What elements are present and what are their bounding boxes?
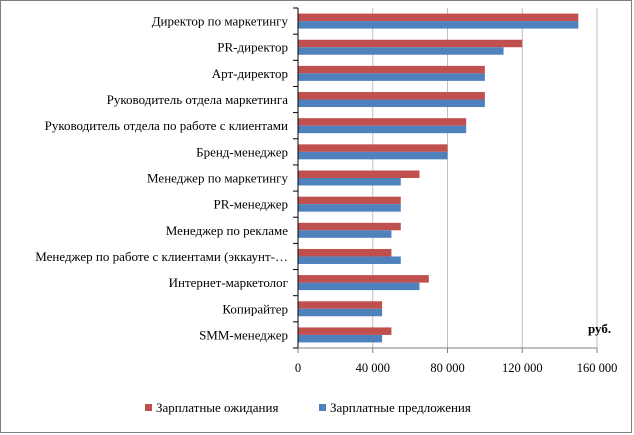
bar-offer [298, 99, 485, 108]
bar-offer [298, 47, 504, 55]
category-label: Копирайтер [222, 301, 288, 316]
x-tick-label: 160 000 [577, 361, 618, 375]
bar-offer [298, 308, 383, 317]
legend-swatch [319, 404, 326, 411]
category-label: PR-менеджер [214, 197, 288, 212]
bar-offer [298, 256, 401, 264]
bar-offer [298, 125, 467, 134]
category-label: Менеджер по работе с клиентами (эккаунт-… [35, 249, 288, 264]
bar-offer [298, 178, 401, 186]
category-label: Интернет-маркетолог [169, 275, 288, 290]
x-tick-label: 40 000 [356, 361, 390, 375]
category-label: Руководитель отдела по работе с клиентам… [45, 118, 288, 133]
legend: Зарплатные ожидания Зарплатные предложени… [145, 400, 471, 415]
bar-offer [298, 334, 383, 343]
bar-expectation [298, 248, 392, 257]
category-label: Директор по маркетингу [152, 14, 289, 29]
bar-offer [298, 282, 420, 291]
category-label: Руководитель отдела маркетинга [107, 92, 289, 107]
bar-offer [298, 204, 401, 212]
axes [293, 7, 597, 349]
gridlines [297, 8, 598, 353]
x-tick-label: 0 [295, 361, 301, 375]
category-label: PR-директор [217, 40, 288, 55]
bar-expectation [298, 39, 523, 48]
bar-expectation [298, 65, 485, 74]
bar-expectation [298, 275, 429, 283]
legend-label: Зарплатные ожидания [156, 400, 278, 415]
legend-label: Зарплатные предложения [330, 400, 471, 415]
bar-offer [298, 21, 579, 29]
bar-expectation [298, 144, 448, 152]
legend-swatch [145, 404, 152, 411]
category-labels: Директор по маркетингу PR-директор Арт-дир… [35, 14, 288, 343]
bar-offer [298, 230, 392, 238]
bars [298, 13, 579, 343]
category-label: Арт-директор [212, 66, 288, 81]
category-label: Менеджер по рекламе [166, 223, 288, 238]
bar-offer [298, 73, 485, 81]
bar-expectation [298, 92, 485, 100]
bar-expectation [298, 301, 383, 309]
bar-expectation [298, 196, 401, 205]
bar-offer [298, 151, 448, 160]
bar-expectation [298, 327, 392, 335]
unit-label: руб. [588, 321, 611, 336]
x-tick-label: 80 000 [430, 361, 464, 375]
bar-expectation [298, 170, 420, 178]
x-tick-label: 120 000 [502, 361, 543, 375]
bar-expectation [298, 222, 401, 231]
category-label: SMM-менеджер [199, 327, 288, 342]
x-tick-labels: 0 40 000 80 000 120 000 160 000 [295, 361, 617, 375]
category-label: Бренд-менеджер [196, 144, 288, 159]
category-label: Менеджер по маркетингу [147, 171, 288, 186]
bar-expectation [298, 13, 579, 22]
bar-expectation [298, 118, 467, 126]
